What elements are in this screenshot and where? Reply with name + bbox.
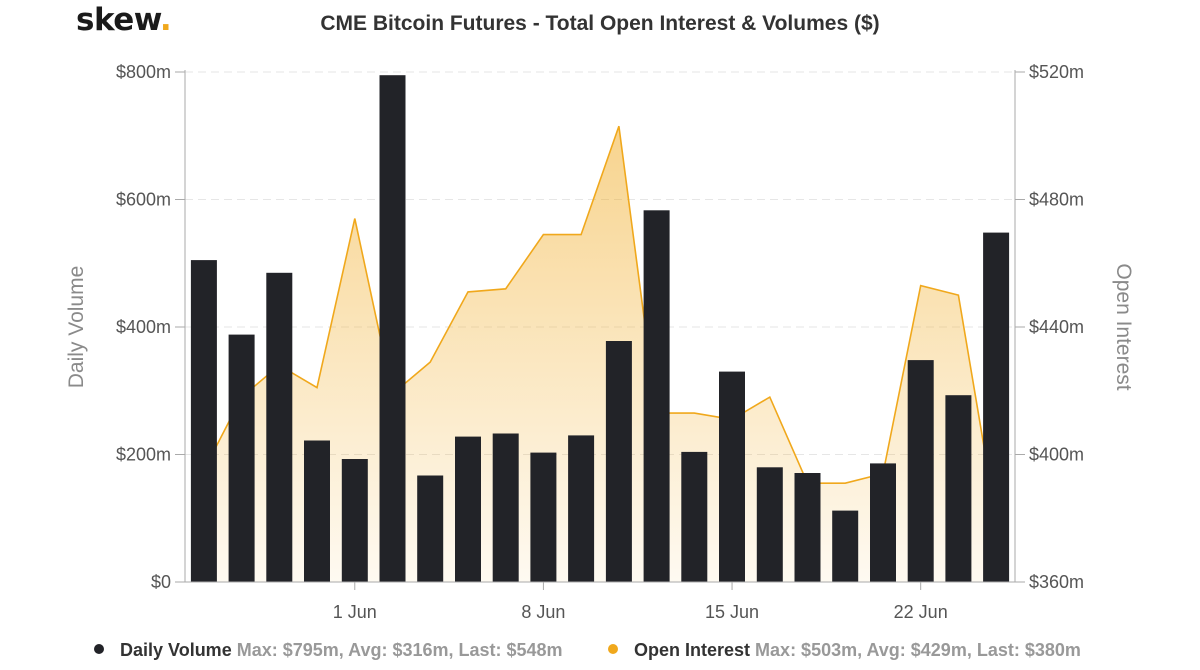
daily-volume-bar [455, 436, 481, 582]
left-axis-tick-label: $400m [116, 317, 171, 337]
daily-volume-bar [983, 232, 1010, 582]
logo-text: skew [76, 2, 160, 38]
daily-volume-bar [417, 475, 444, 582]
left-axis-tick-label: $800m [116, 62, 171, 82]
daily-volume-bar-series [190, 75, 1010, 583]
legend-label-open-interest: Open Interest [634, 640, 751, 660]
right-axis-tick-label: $520m [1029, 62, 1084, 82]
chart-title: CME Bitcoin Futures - Total Open Interes… [320, 12, 880, 35]
daily-volume-bar [681, 451, 708, 582]
left-axis-tick-label: $200m [116, 445, 171, 465]
legend-item-open-interest[interactable]: Open Interest Max: $503m, Avg: $429m, La… [608, 640, 1081, 661]
x-axis-tick-label: 1 Jun [333, 602, 377, 622]
legend-item-daily-volume[interactable]: Daily Volume Max: $795m, Avg: $316m, Las… [94, 640, 563, 661]
daily-volume-bar [190, 260, 217, 582]
logo-dot: . [159, 2, 172, 38]
daily-volume-bar [870, 463, 896, 582]
daily-volume-bar [832, 510, 859, 582]
daily-volume-bar [530, 452, 557, 582]
x-axis-tick-label: 15 Jun [705, 602, 759, 622]
daily-volume-bar [492, 433, 519, 582]
daily-volume-bar [605, 341, 632, 582]
grid-lines [185, 71, 1015, 455]
daily-volume-bar [568, 435, 595, 582]
legend-marker-open-interest [608, 644, 618, 655]
x-axis-tick-label: 22 Jun [894, 602, 948, 622]
daily-volume-bar [907, 360, 934, 582]
daily-volume-bar [304, 440, 330, 582]
daily-volume-bar [756, 467, 783, 583]
daily-volume-bar [379, 75, 406, 582]
left-axis-tick-label: $0 [151, 572, 171, 592]
right-axis-tick-label: $360m [1029, 572, 1084, 592]
legend-label-daily-volume: Daily Volume [120, 640, 232, 660]
chart-plot: $0 $200m $400m $600m $800m $360m $400m $440m $48… [65, 62, 1135, 622]
left-axis-title: Daily Volume [65, 266, 88, 389]
daily-volume-bar [266, 272, 293, 582]
right-axis-title: Open Interest [1112, 263, 1135, 390]
right-axis-tick-label: $440m [1029, 317, 1084, 337]
legend-stats-daily-volume: Max: $795m, Avg: $316m, Last: $548m [236, 640, 563, 660]
right-axis-tick-label: $400m [1029, 445, 1084, 465]
open-interest-line [203, 125, 997, 519]
legend-marker-daily-volume [94, 644, 104, 655]
daily-volume-bar [341, 459, 368, 582]
daily-volume-bar [719, 371, 745, 582]
skew-logo: skew. [76, 2, 172, 38]
daily-volume-bar [228, 334, 255, 582]
right-axis-tick-label: $480m [1029, 190, 1084, 210]
left-axis-tick-label: $600m [116, 190, 171, 210]
daily-volume-bar [794, 473, 821, 582]
daily-volume-bar [945, 395, 972, 582]
axes: $0 $200m $400m $600m $800m $360m $400m $440m $48… [65, 62, 1135, 622]
legend: Daily Volume Max: $795m, Avg: $316m, Las… [0, 640, 1200, 666]
legend-stats-open-interest: Max: $503m, Avg: $429m, Last: $380m [755, 640, 1081, 660]
daily-volume-bar [643, 210, 670, 583]
x-axis-tick-label: 8 Jun [521, 602, 565, 622]
